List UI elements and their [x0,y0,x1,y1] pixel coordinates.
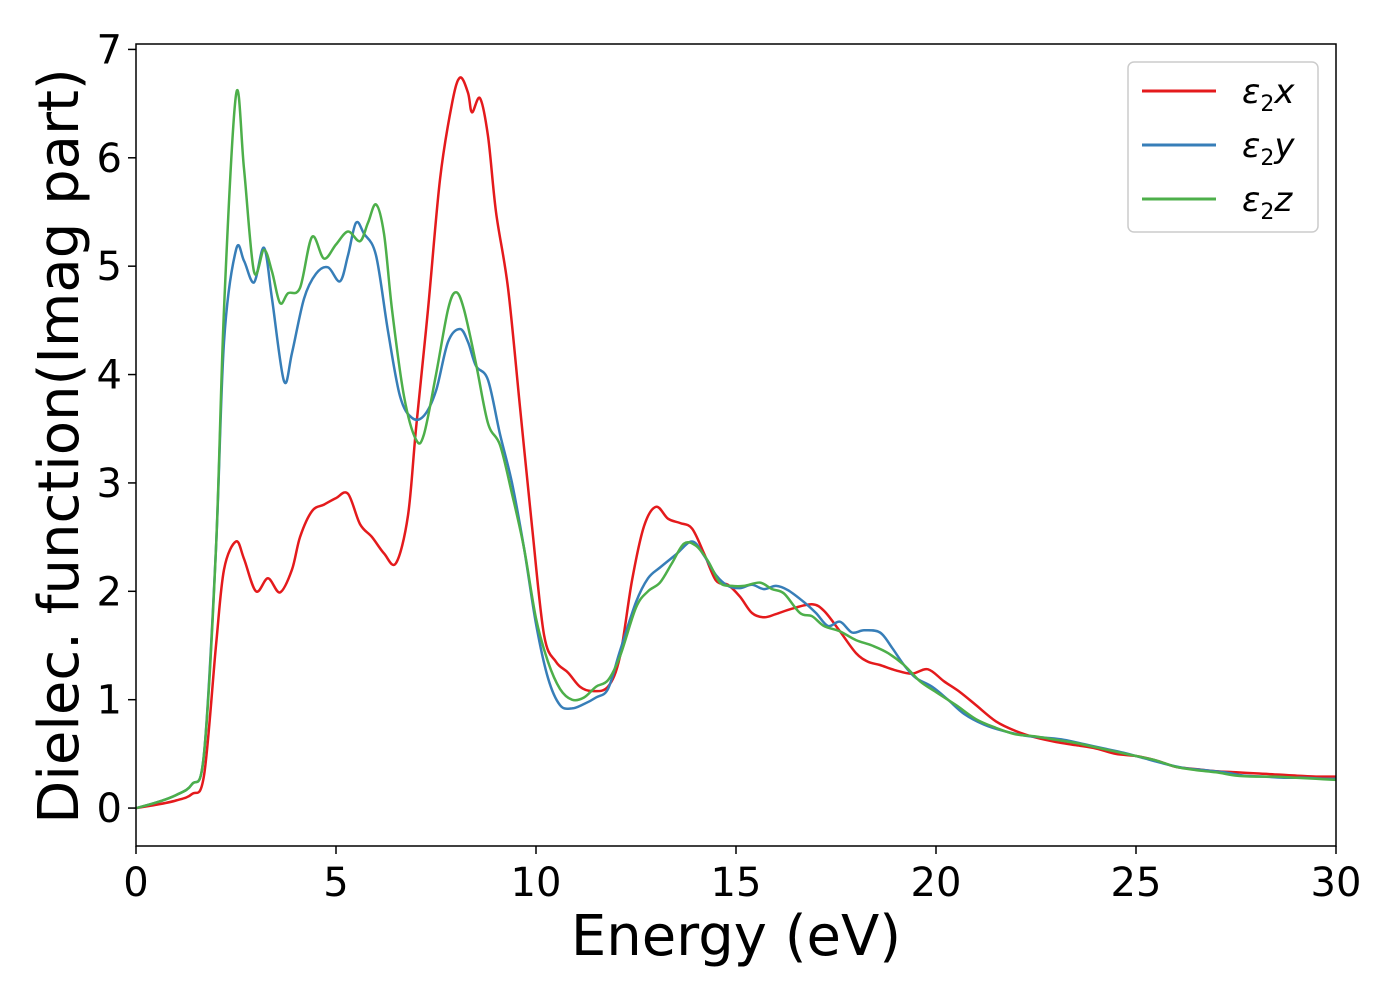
y-tick-label: 2 [97,569,122,615]
y-tick-label: 5 [97,244,122,290]
y-axis-title: Dielec. function(Imag part) [27,68,92,824]
legend: ε2x ε2y ε2z [1127,61,1319,233]
y-tick-label: 4 [97,353,122,399]
y-tick-label: 3 [97,461,122,507]
legend-label-x: ε2x [1242,72,1295,117]
y-tick-label: 6 [97,136,122,182]
legend-label-z: ε2z [1242,180,1293,225]
x-tick-label: 20 [911,860,962,906]
series-layer [135,76,1337,810]
x-tick-label: 15 [711,860,762,906]
y-tick-label: 7 [97,27,122,73]
ticks-layer: 0 5 10 15 20 25 30 0 1 2 3 4 5 6 7 [97,27,1362,906]
legend-label-y: ε2y [1242,126,1295,171]
legend-box [1127,61,1319,233]
x-tick-label: 25 [1111,860,1162,906]
x-tick-label: 30 [1311,860,1362,906]
series-line-z [135,89,1337,810]
y-tick-label: 1 [97,678,122,724]
x-tick-label: 0 [123,860,148,906]
x-tick-label: 5 [323,860,348,906]
x-tick-label: 10 [511,860,562,906]
x-axis-title: Energy (eV) [571,904,901,969]
y-tick-label: 0 [97,786,122,832]
